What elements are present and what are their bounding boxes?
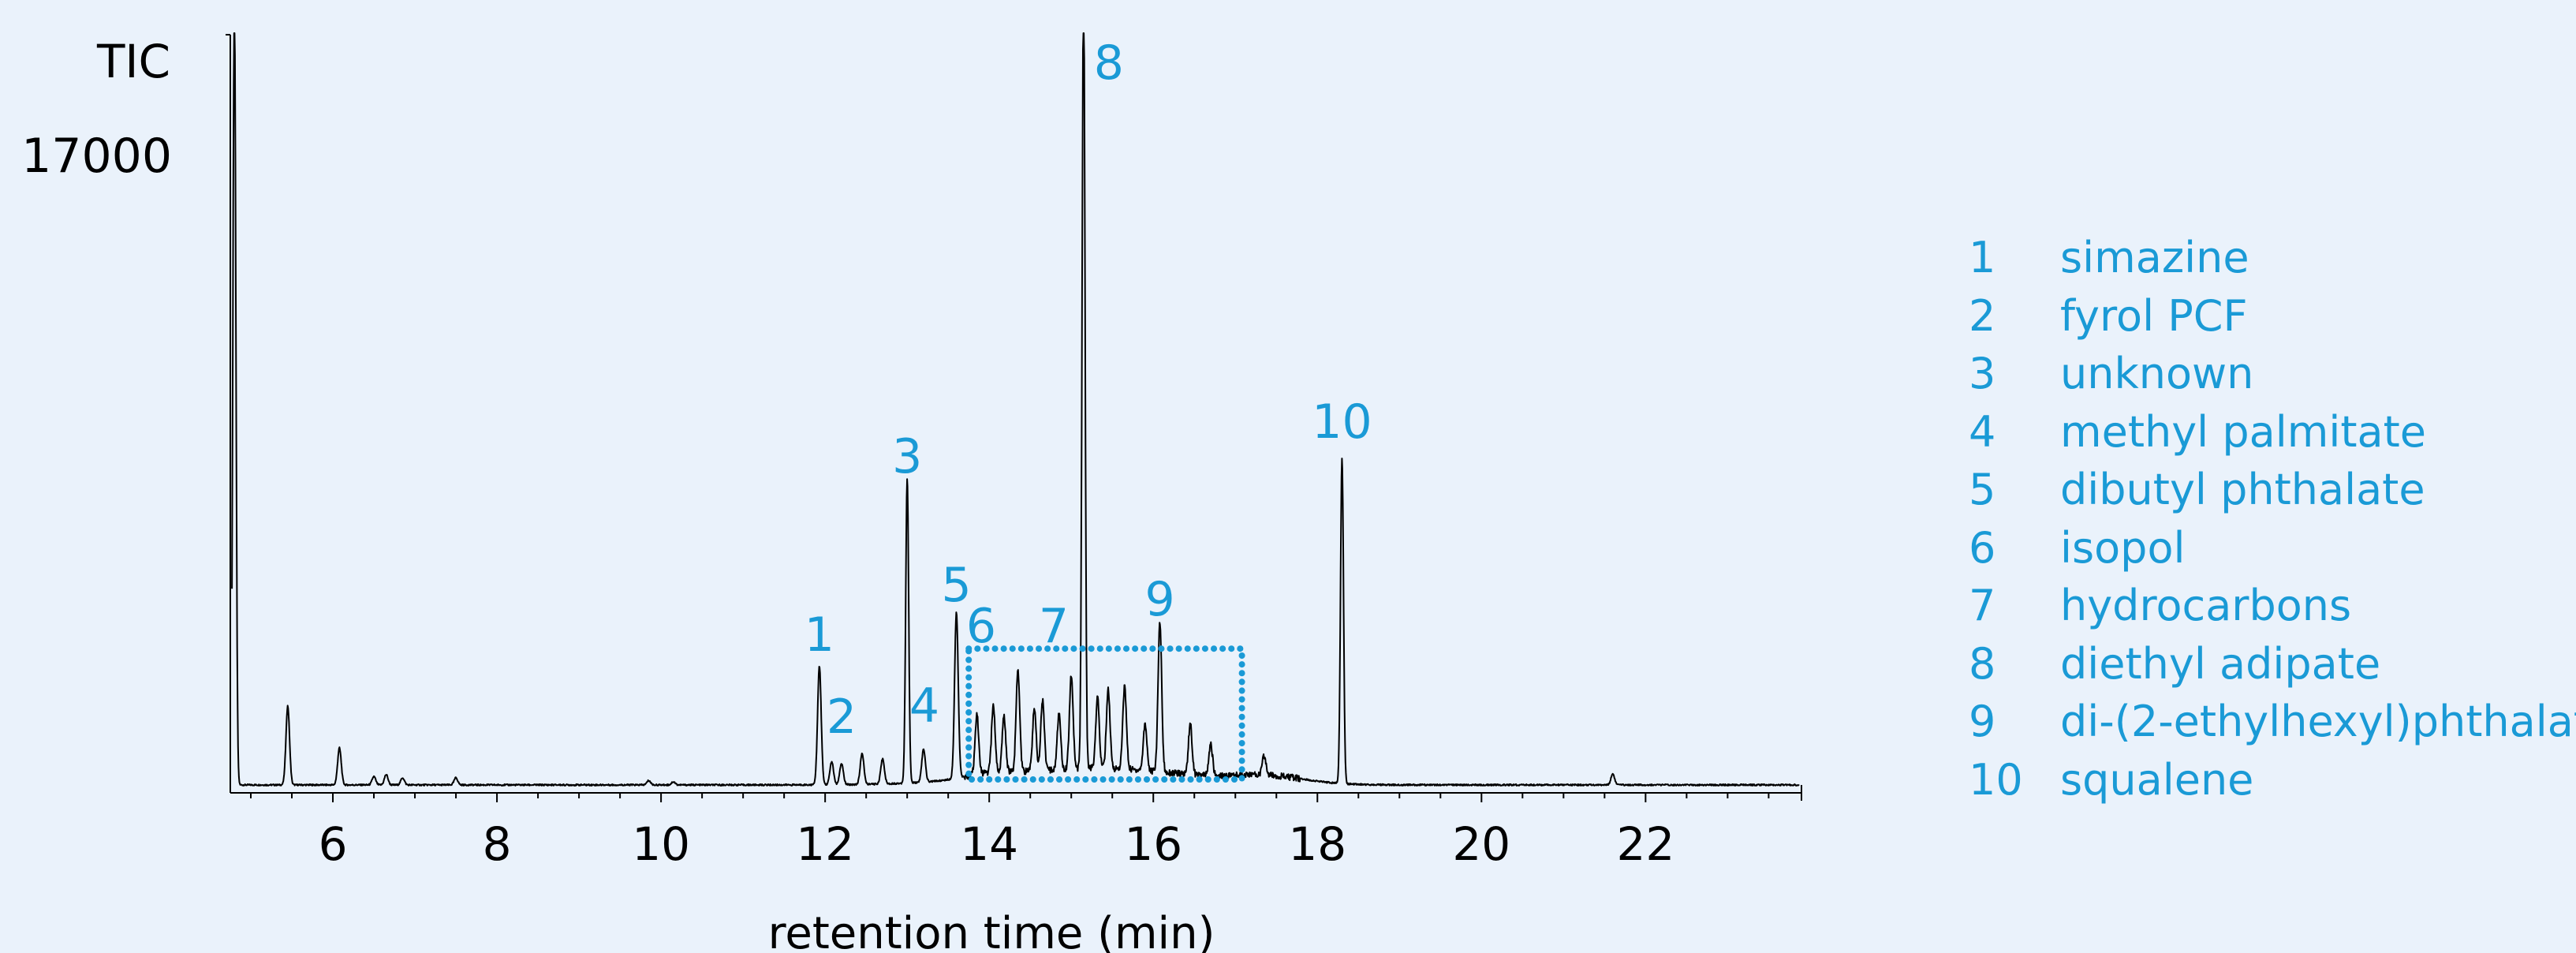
legend-item-name: diethyl adipate [2060,638,2381,689]
peak-label-6: 6 [966,599,996,654]
peak-label-3: 3 [892,429,922,484]
legend-item: 3 unknown [1969,345,2576,403]
legend-item: 6 isopol [1969,519,2576,577]
tic-trace [231,32,1800,787]
legend-item: 5 dibutyl phthalate [1969,461,2576,519]
peak-label-4: 4 [909,678,939,734]
x-tick-label: 16 [1124,817,1182,871]
x-tick-label: 18 [1288,817,1346,871]
legend-item-number: 4 [1969,406,1996,457]
legend-item: 2 fyrol PCF [1969,287,2576,346]
legend-item-name: fyrol PCF [2060,290,2248,341]
legend-item-number: 9 [1969,697,1996,746]
legend-item-name: simazine [2060,233,2249,282]
legend-item: 10 squalene [1969,751,2576,809]
highlight-region-box [965,645,1245,783]
x-tick-label: 20 [1452,817,1510,871]
legend-item-name: squalene [2060,754,2254,805]
peak-label-10: 10 [1312,394,1372,450]
y-tick-label: 17000 [21,129,172,184]
legend-item-name: hydrocarbons [2060,581,2352,630]
legend-item: 7 hydrocarbons [1969,577,2576,635]
highlight-region-layer [965,645,1245,783]
legend-item-number: 10 [1969,754,2023,805]
legend-item: 4 methyl palmitate [1969,403,2576,462]
trace-layer [231,32,1800,787]
peak-label-5: 5 [941,558,971,613]
compound-legend: 1 simazine 2 fyrol PCF 3 unknown 4 methyl palmi… [1969,229,2576,809]
legend-item-name: dibutyl phthalate [2060,465,2425,514]
peak-label-7: 7 [1039,599,1069,654]
legend-item-name: unknown [2060,349,2254,398]
peak-label-1: 1 [805,607,834,663]
x-tick-label: 10 [632,817,690,871]
x-axis-title: retention time (min) [768,908,1215,953]
legend-item-number: 8 [1969,638,1996,689]
peak-label-layer: 1 2 3 4 56 7 8 9 10 [805,36,1372,745]
legend-item-number: 2 [1969,290,1996,341]
x-tick-label: 22 [1616,817,1674,871]
legend-item-name: methyl palmitate [2060,406,2426,457]
peak-label-8: 8 [1094,36,1124,91]
legend-item-number: 3 [1969,349,1996,398]
legend-item-number: 5 [1969,465,1996,514]
x-tick-label: 12 [796,817,854,871]
legend-item: 8 diethyl adipate [1969,635,2576,693]
x-tick-label: 8 [483,817,512,871]
x-tick-label: 14 [960,817,1018,871]
legend-item: 9 di-(2-ethylhexyl)phthalate [1969,693,2576,751]
peak-label-9: 9 [1144,572,1174,627]
peak-label-2: 2 [827,690,857,745]
legend-item: 1 simazine [1969,229,2576,287]
legend-item-name: di-(2-ethylhexyl)phthalate [2060,697,2576,746]
legend-item-number: 7 [1969,581,1996,630]
y-axis-title: TIC [96,35,170,88]
x-tick-label: 6 [319,817,348,871]
legend-item-number: 6 [1969,522,1996,573]
legend-item-number: 1 [1969,233,1996,282]
legend-item-name: isopol [2060,522,2186,573]
